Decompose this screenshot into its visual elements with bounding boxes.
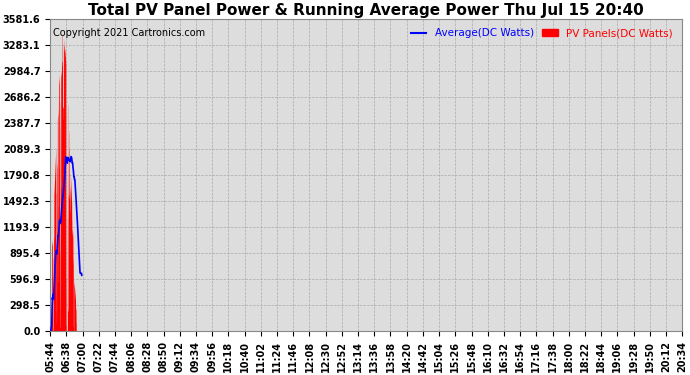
Text: Copyright 2021 Cartronics.com: Copyright 2021 Cartronics.com [53, 28, 206, 38]
Legend: Average(DC Watts), PV Panels(DC Watts): Average(DC Watts), PV Panels(DC Watts) [406, 24, 677, 42]
Title: Total PV Panel Power & Running Average Power Thu Jul 15 20:40: Total PV Panel Power & Running Average P… [88, 3, 644, 18]
